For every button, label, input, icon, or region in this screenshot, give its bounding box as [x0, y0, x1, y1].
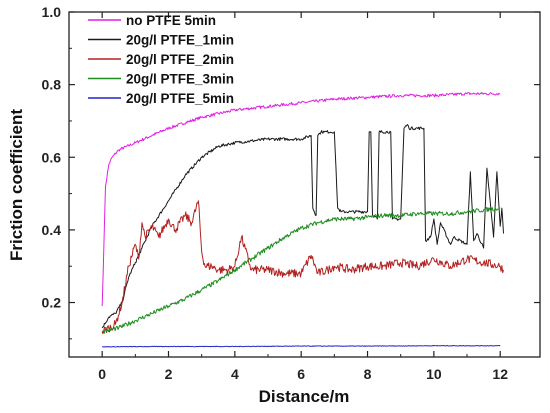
x-tick-label: 0: [98, 366, 106, 382]
legend-label: 20g/l PTFE_1min: [126, 33, 234, 48]
y-tick-labels: 0.2 0.4 0.6 0.8 1.0: [42, 4, 62, 311]
y-tick-label: 0.8: [42, 77, 62, 93]
legend-label: 20g/l PTFE_2min: [126, 52, 234, 67]
x-axis-title: Distance/m: [259, 387, 350, 406]
x-tick-label: 10: [426, 366, 442, 382]
plot-frame: [68, 11, 541, 358]
x-tick-label: 12: [492, 366, 508, 382]
series-line: [101, 91, 501, 307]
x-tick-label: 2: [165, 366, 173, 382]
series-line: [102, 344, 501, 348]
legend-label: no PTFE 5min: [126, 13, 216, 28]
x-tick-label: 8: [364, 366, 372, 382]
y-axis-title: Friction coefficient: [7, 109, 26, 261]
legend-label: 20g/l PTFE_3min: [126, 72, 234, 87]
legend-label: 20g/l PTFE_5min: [126, 91, 234, 106]
series-line: [101, 207, 501, 334]
axis-ticks: [69, 11, 540, 357]
y-tick-label: 0.2: [42, 295, 62, 311]
series-line: [101, 124, 505, 329]
x-tick-labels: 0 2 4 6 8 10 12: [98, 366, 508, 382]
legend: no PTFE 5min 20g/l PTFE_1min 20g/l PTFE_2m…: [88, 13, 234, 106]
x-tick-label: 6: [297, 366, 305, 382]
series-layer: [101, 91, 505, 348]
plot-area: [68, 11, 541, 358]
x-tick-label: 4: [231, 366, 239, 382]
y-tick-label: 1.0: [42, 4, 62, 20]
series-line: [101, 200, 504, 335]
y-tick-label: 0.4: [42, 222, 62, 238]
y-tick-label: 0.6: [42, 149, 62, 165]
